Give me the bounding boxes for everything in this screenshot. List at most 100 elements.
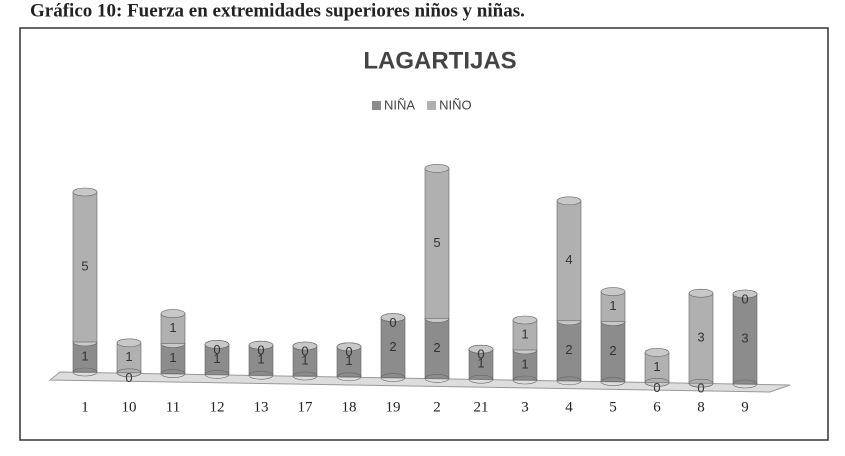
bar-segment: [380, 317, 406, 378]
data-label: 0: [125, 370, 132, 385]
x-tick-label: 6: [653, 399, 661, 415]
data-label: 1: [81, 348, 88, 363]
legend-label: NIÑA: [384, 97, 415, 112]
x-tick-label: 21: [474, 399, 489, 415]
data-label: 0: [301, 343, 308, 358]
bar-segment: [468, 348, 494, 380]
bar-segment: [556, 200, 582, 322]
bar-segment: [424, 318, 450, 379]
data-label: 1: [301, 352, 308, 367]
data-label: 2: [609, 343, 616, 358]
bar-base: [336, 372, 362, 382]
data-label: 2: [433, 340, 440, 355]
bar-base: [160, 369, 186, 378]
data-label: 0: [697, 381, 704, 396]
data-label: 0: [741, 291, 748, 306]
bar-base: [556, 376, 582, 386]
bar-cap: [336, 342, 362, 352]
legend-swatch: [427, 101, 437, 110]
bar-base: [644, 378, 670, 387]
data-label: 1: [521, 356, 528, 371]
bar-base: [72, 367, 98, 377]
bar-cap: [644, 348, 670, 357]
x-tick-label: 1: [81, 399, 89, 415]
data-label: 1: [257, 352, 264, 367]
data-label: 3: [697, 330, 704, 345]
bar-base: [380, 373, 406, 382]
bar-segment: [336, 346, 362, 378]
bar-cap: [72, 187, 98, 197]
bar-segment: [512, 349, 538, 381]
data-label: 1: [477, 356, 484, 371]
chart-title: LAGARTIJAS: [363, 47, 516, 74]
bar-cap: [292, 341, 318, 351]
data-label: 3: [741, 330, 748, 345]
x-tick-label: 13: [254, 399, 269, 415]
bar-base: [732, 379, 758, 389]
bar-cap: [732, 289, 758, 299]
data-label: 0: [653, 380, 660, 395]
data-label: 5: [81, 258, 88, 273]
bar-segment: [424, 168, 450, 319]
legend-label: NIÑO: [439, 97, 472, 112]
data-label: 2: [565, 342, 572, 357]
bar-base: [600, 377, 626, 386]
data-label: 0: [345, 344, 352, 359]
data-label: 1: [345, 353, 352, 368]
data-label: 2: [389, 339, 396, 354]
data-label: 1: [213, 351, 220, 366]
bar-base: [468, 374, 494, 384]
bar-base: [116, 368, 142, 378]
x-tick-label: 4: [565, 399, 573, 415]
x-tick-label: 5: [609, 399, 617, 415]
bar-segment: [160, 343, 186, 374]
data-label: 0: [213, 342, 220, 357]
data-label: 1: [653, 359, 660, 374]
bar-segment: [512, 319, 538, 351]
caption: Gráfico 10: Fuerza en extremidades super…: [30, 0, 525, 21]
bar-base: [248, 370, 274, 380]
data-label: 1: [521, 326, 528, 341]
data-label: 4: [565, 252, 572, 267]
data-label: 1: [169, 320, 176, 335]
bar-cap: [380, 313, 406, 322]
x-tick-label: 9: [741, 399, 749, 415]
bar-cap: [556, 196, 582, 206]
x-tick-label: 19: [386, 399, 401, 415]
data-label: 1: [609, 298, 616, 313]
bar-cap: [468, 344, 494, 354]
bar-base: [512, 375, 538, 385]
bar-cap: [248, 340, 274, 350]
data-label: 5: [433, 235, 440, 250]
x-tick-label: 18: [342, 399, 357, 415]
x-tick-label: 11: [166, 399, 180, 415]
bar-cap: [688, 288, 714, 298]
x-tick-label: 17: [298, 399, 314, 415]
data-label: 1: [169, 350, 176, 365]
bar-segment: [160, 313, 186, 344]
x-tick-label: 3: [521, 399, 529, 415]
bar-cap: [512, 315, 538, 325]
bar-cap: [204, 340, 230, 349]
x-tick-label: 12: [210, 399, 225, 415]
legend-swatch: [372, 101, 381, 110]
bar-segment: [688, 292, 714, 384]
bar-cap: [160, 309, 186, 318]
data-label: 1: [125, 349, 132, 364]
bar-base: [688, 378, 714, 388]
bar-base: [424, 374, 450, 383]
bar-cap: [424, 164, 450, 173]
x-tick-label: 2: [433, 399, 441, 415]
bar-cap: [600, 287, 626, 296]
x-tick-label: 10: [122, 399, 137, 415]
chart-frame: [19, 27, 829, 441]
bar-base: [292, 371, 318, 381]
bar-segment: [644, 352, 670, 383]
floor: [48, 371, 791, 393]
data-label: 0: [477, 347, 484, 362]
bar-base: [204, 370, 230, 379]
bar-segment: [732, 293, 758, 385]
bar-segment: [204, 344, 230, 375]
data-label: 0: [257, 343, 264, 358]
